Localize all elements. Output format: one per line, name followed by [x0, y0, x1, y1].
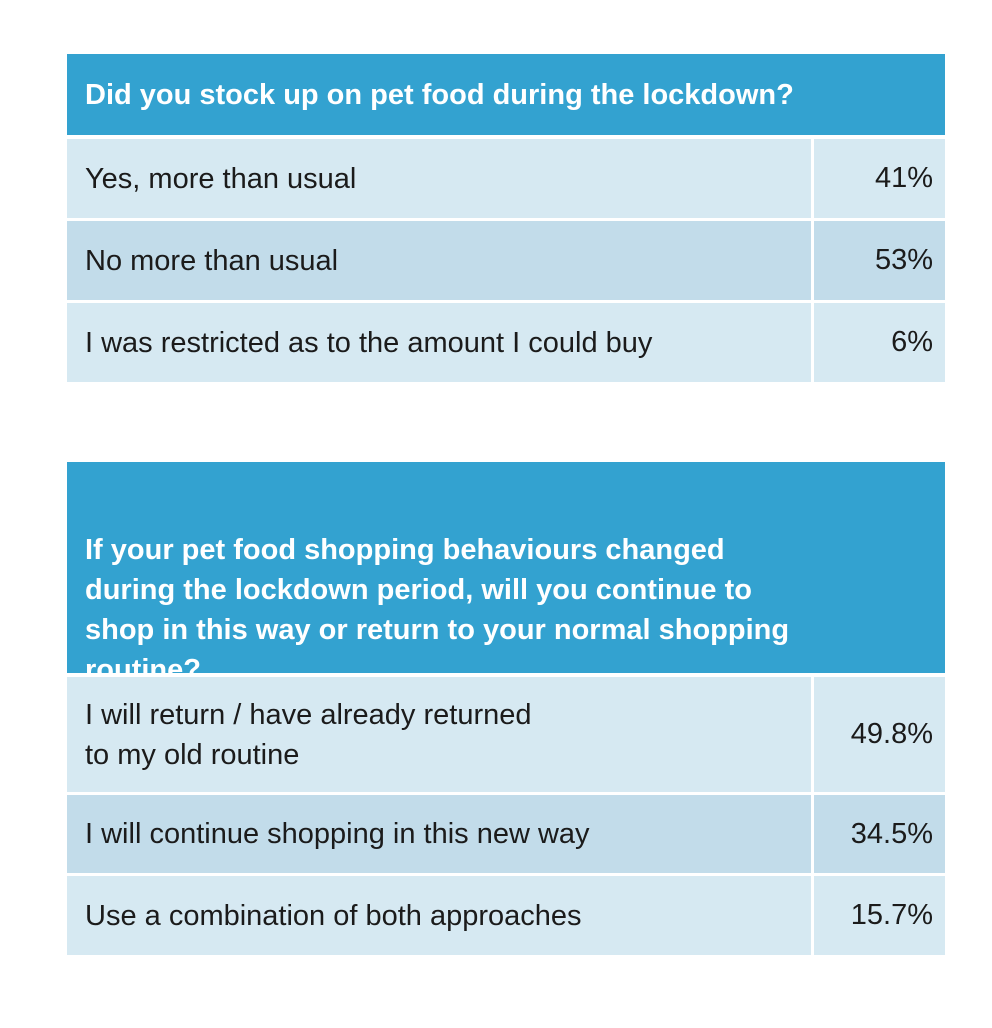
answer-percent: 53% — [814, 221, 945, 300]
answer-label: Yes, more than usual — [67, 139, 811, 218]
question-text: Did you stock up on pet food during the … — [85, 78, 794, 111]
answer-percent: 49.8% — [814, 677, 945, 792]
answer-percent: 34.5% — [814, 795, 945, 873]
survey-table-shopping-behaviour: If your pet food shopping behaviours cha… — [67, 462, 945, 955]
question-text: If your pet food shopping behaviours cha… — [85, 534, 790, 686]
answer-label: I will return / have already returned to… — [67, 677, 811, 792]
table-row: Use a combination of both approaches 15.… — [67, 876, 945, 955]
table-row: No more than usual 53% — [67, 221, 945, 300]
answer-label: No more than usual — [67, 221, 811, 300]
answer-label: I will continue shopping in this new way — [67, 795, 811, 873]
answer-percent: 6% — [814, 303, 945, 382]
table-row: I will return / have already returned to… — [67, 677, 945, 792]
answer-label: Use a combination of both approaches — [67, 876, 811, 955]
table-row: I was restricted as to the amount I coul… — [67, 303, 945, 382]
answer-percent: 41% — [814, 139, 945, 218]
survey-table-stock-up: Did you stock up on pet food during the … — [67, 54, 945, 382]
question-header: Did you stock up on pet food during the … — [67, 54, 945, 135]
table-row: Yes, more than usual 41% — [67, 139, 945, 218]
answer-percent: 15.7% — [814, 876, 945, 955]
answer-label: I was restricted as to the amount I coul… — [67, 303, 811, 382]
question-header: If your pet food shopping behaviours cha… — [67, 462, 945, 686]
table-row: I will continue shopping in this new way… — [67, 795, 945, 873]
